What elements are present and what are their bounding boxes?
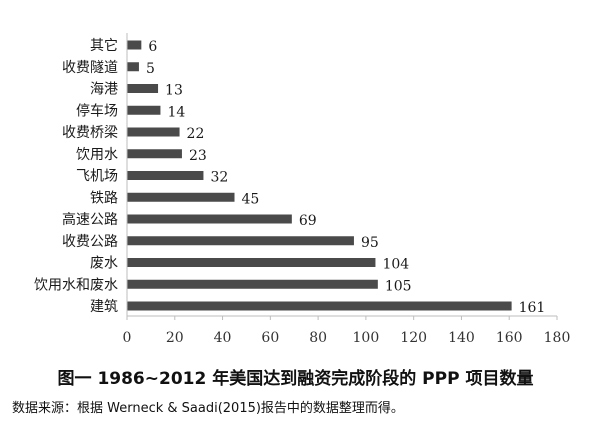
data-source-note: 数据来源：根据 Werneck & Saadi(2015)报告中的数据整理而得。 [12, 401, 404, 416]
value-label: 22 [187, 126, 205, 142]
x-tick-label: 160 [496, 330, 523, 346]
x-axis [126, 33, 557, 317]
bar [127, 192, 235, 202]
value-label: 23 [189, 148, 207, 164]
bars-layer: 其它 6 收费隧道 5 海港 13 停车场 14 收费桥梁 22 饮用水 23 飞机场 32 铁路 45 高速公… [34, 37, 545, 316]
value-label: 104 [382, 257, 409, 273]
category-label: 废水 [90, 256, 118, 272]
x-tick-label: 80 [309, 330, 327, 346]
x-tick-label: 100 [353, 330, 380, 346]
x-tick-label: 60 [261, 330, 279, 346]
bar [127, 62, 139, 72]
value-label: 32 [210, 170, 228, 186]
category-label: 收费隧道 [62, 60, 118, 76]
value-label: 45 [242, 191, 260, 207]
category-label: 铁路 [90, 190, 118, 206]
figure-caption: 图一 1986~2012 年美国达到融资完成阶段的 PPP 项目数量 [57, 369, 534, 389]
bar [127, 127, 180, 137]
bar [127, 236, 354, 246]
bar [127, 301, 512, 311]
category-label: 其它 [90, 37, 118, 54]
x-tick-label: 120 [400, 330, 427, 346]
x-tick-label: 20 [166, 330, 184, 346]
value-label: 161 [519, 300, 546, 316]
category-label: 停车场 [76, 102, 118, 119]
category-label: 建筑 [90, 299, 118, 315]
bar [127, 214, 292, 224]
category-label: 飞机场 [76, 169, 118, 185]
category-label: 高速公路 [62, 211, 118, 228]
x-tick-label: 140 [448, 330, 475, 346]
value-label: 95 [361, 235, 379, 251]
x-tick-label: 40 [214, 330, 232, 346]
bar-chart: 其它 6 收费隧道 5 海港 13 停车场 14 收费桥梁 22 饮用水 23 飞机场 32 铁路 45 高速公… [34, 33, 571, 346]
bar [127, 171, 204, 180]
value-label: 13 [165, 83, 183, 99]
bar [127, 258, 376, 267]
x-tick-label: 0 [123, 330, 132, 346]
value-label: 69 [299, 213, 317, 229]
category-label: 饮用水 [76, 147, 118, 163]
bar [127, 105, 161, 115]
bar [127, 40, 142, 50]
value-label: 105 [385, 278, 412, 294]
category-label: 饮用水和废水 [34, 277, 118, 293]
bar [127, 149, 182, 159]
x-tick-label: 180 [544, 330, 571, 346]
category-label: 收费公路 [62, 234, 118, 250]
x-axis-ticks: 0 20 40 60 80 100 120 140 160 180 [123, 316, 571, 346]
value-label: 6 [148, 39, 157, 55]
value-label: 14 [167, 104, 185, 120]
bar [127, 84, 159, 93]
bar [127, 279, 378, 289]
category-label: 海港 [90, 82, 118, 98]
category-label: 收费桥梁 [62, 125, 118, 141]
value-label: 5 [146, 61, 155, 77]
